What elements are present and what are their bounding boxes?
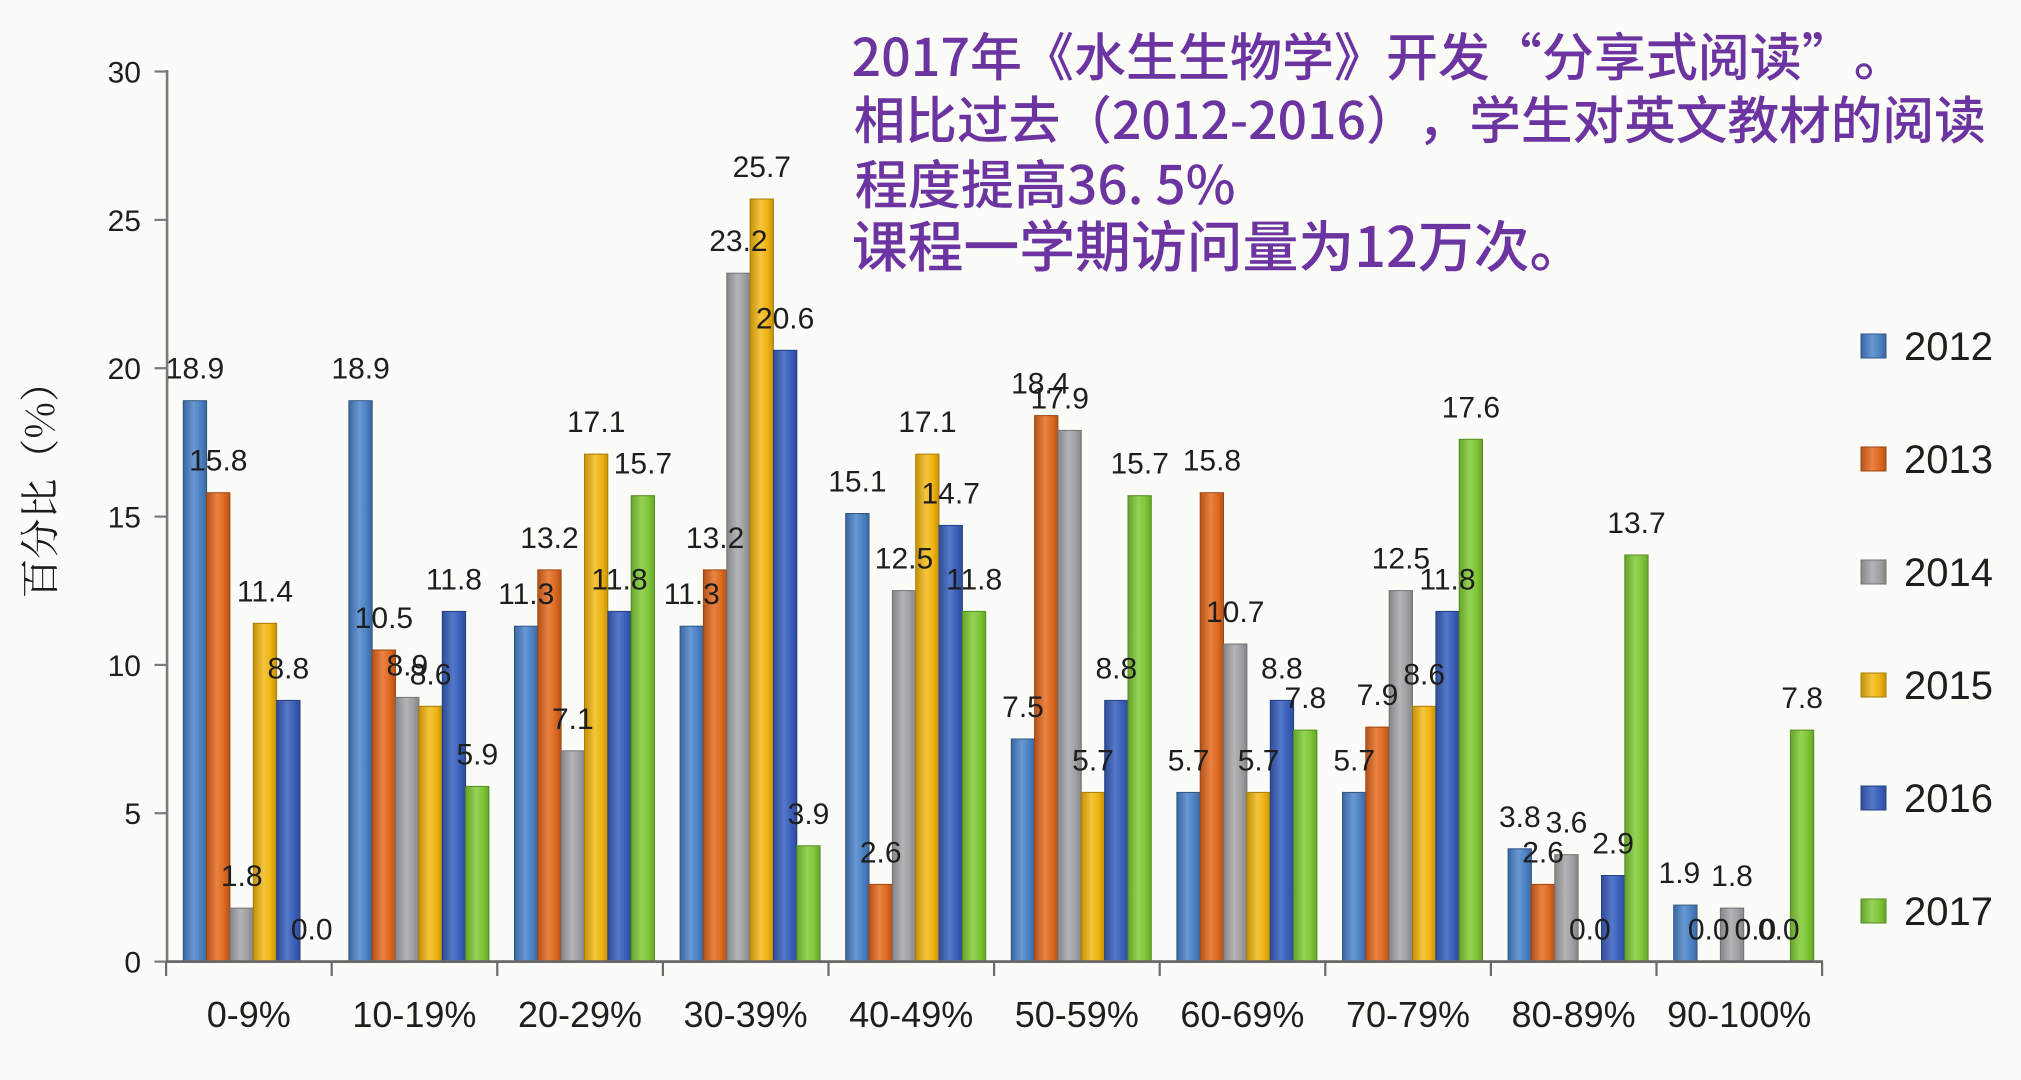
svg-text:11.8: 11.8 (1419, 563, 1475, 596)
svg-text:5.7: 5.7 (1333, 744, 1375, 777)
svg-text:1.9: 1.9 (1659, 857, 1701, 890)
svg-text:15.8: 15.8 (1183, 445, 1241, 478)
svg-text:0.0: 0.0 (1735, 914, 1777, 947)
svg-text:2.6: 2.6 (860, 836, 902, 869)
svg-text:0.0: 0.0 (291, 914, 333, 947)
svg-text:8.8: 8.8 (1095, 652, 1137, 685)
svg-text:11.8: 11.8 (591, 563, 647, 596)
svg-text:23.2: 23.2 (709, 225, 767, 258)
svg-text:11.8: 11.8 (946, 563, 1002, 596)
svg-text:8.8: 8.8 (267, 652, 309, 685)
svg-text:5.7: 5.7 (1072, 744, 1114, 777)
svg-text:80-89%: 80-89% (1512, 994, 1636, 1035)
svg-text:10.7: 10.7 (1206, 596, 1264, 629)
svg-text:7.5: 7.5 (1002, 691, 1044, 724)
svg-text:15: 15 (108, 502, 141, 535)
svg-text:5: 5 (124, 798, 141, 831)
svg-text:17.9: 17.9 (1031, 382, 1089, 415)
svg-text:7.9: 7.9 (1357, 679, 1399, 712)
svg-text:0.0: 0.0 (1569, 914, 1611, 947)
svg-text:0: 0 (124, 947, 141, 980)
svg-text:0-9%: 0-9% (207, 994, 291, 1035)
svg-text:10: 10 (108, 650, 141, 683)
svg-text:12.5: 12.5 (875, 543, 933, 576)
svg-text:5.9: 5.9 (456, 738, 498, 771)
svg-text:3.8: 3.8 (1499, 801, 1541, 834)
svg-text:10-19%: 10-19% (352, 994, 476, 1035)
svg-text:2012: 2012 (1904, 325, 1993, 369)
svg-text:2014: 2014 (1904, 551, 1993, 595)
svg-text:40-49%: 40-49% (849, 994, 973, 1035)
svg-text:7.8: 7.8 (1284, 682, 1326, 715)
svg-text:25: 25 (108, 205, 141, 238)
svg-text:11.3: 11.3 (664, 578, 720, 611)
svg-text:20: 20 (108, 353, 141, 386)
svg-text:14.7: 14.7 (922, 477, 980, 510)
svg-text:50-59%: 50-59% (1015, 994, 1139, 1035)
svg-text:17.6: 17.6 (1442, 391, 1500, 424)
svg-text:13.2: 13.2 (520, 522, 578, 555)
svg-text:2013: 2013 (1904, 438, 1993, 482)
svg-text:2015: 2015 (1904, 664, 1993, 708)
svg-text:0.0: 0.0 (1688, 914, 1730, 947)
svg-text:7.1: 7.1 (552, 703, 594, 736)
svg-text:7.8: 7.8 (1781, 682, 1823, 715)
svg-text:3.9: 3.9 (788, 798, 830, 831)
svg-text:8.9: 8.9 (386, 649, 428, 682)
svg-text:8.6: 8.6 (410, 658, 452, 691)
svg-text:5.7: 5.7 (1168, 744, 1210, 777)
svg-text:60-69%: 60-69% (1180, 994, 1304, 1035)
svg-text:1.8: 1.8 (1711, 860, 1753, 893)
svg-text:13.7: 13.7 (1607, 507, 1665, 540)
svg-text:90-100%: 90-100% (1667, 994, 1811, 1035)
svg-text:11.3: 11.3 (498, 578, 554, 611)
svg-text:13.2: 13.2 (686, 522, 744, 555)
svg-text:15.7: 15.7 (614, 448, 672, 481)
svg-text:12.5: 12.5 (1372, 543, 1430, 576)
svg-text:8.8: 8.8 (1261, 652, 1303, 685)
svg-text:8.6: 8.6 (1403, 658, 1445, 691)
svg-text:17.1: 17.1 (567, 406, 625, 439)
svg-text:10.5: 10.5 (355, 602, 413, 635)
svg-text:70-79%: 70-79% (1346, 994, 1470, 1035)
svg-text:3.6: 3.6 (1546, 807, 1588, 840)
svg-text:0.0: 0.0 (1758, 914, 1800, 947)
svg-text:30-39%: 30-39% (684, 994, 808, 1035)
svg-text:18.9: 18.9 (166, 353, 224, 386)
svg-text:2.9: 2.9 (1592, 828, 1634, 861)
svg-text:17.1: 17.1 (898, 406, 956, 439)
svg-text:15.1: 15.1 (828, 466, 886, 499)
svg-text:18.9: 18.9 (331, 353, 389, 386)
svg-text:2.6: 2.6 (1522, 836, 1564, 869)
svg-text:15.8: 15.8 (189, 445, 247, 478)
svg-text:25.7: 25.7 (733, 151, 791, 184)
svg-text:15.7: 15.7 (1111, 448, 1169, 481)
svg-text:2017: 2017 (1904, 890, 1993, 934)
svg-text:30: 30 (108, 56, 141, 89)
svg-text:11.4: 11.4 (237, 575, 293, 608)
svg-text:1.8: 1.8 (221, 860, 263, 893)
svg-text:20-29%: 20-29% (518, 994, 642, 1035)
svg-text:2016: 2016 (1904, 777, 1993, 821)
svg-text:20.6: 20.6 (756, 302, 814, 335)
svg-text:5.7: 5.7 (1238, 744, 1280, 777)
svg-text:18.4: 18.4 (1011, 368, 1069, 401)
svg-text:11.8: 11.8 (426, 563, 482, 596)
